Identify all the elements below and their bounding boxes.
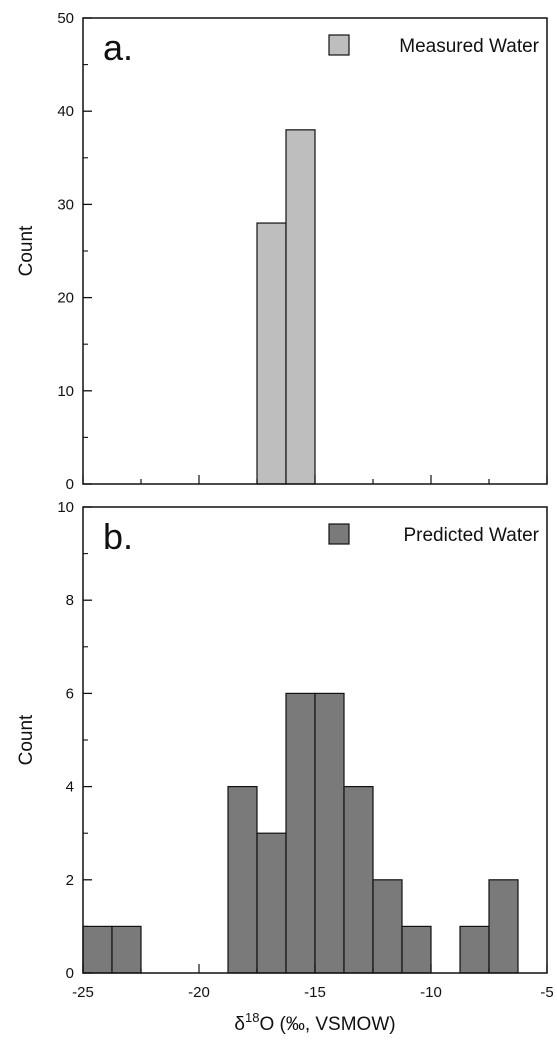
histogram-bar xyxy=(227,785,258,974)
y-tick-label: 4 xyxy=(66,779,74,796)
x-tick-label: -25 xyxy=(72,984,94,1001)
y-tick-label: 8 xyxy=(66,592,74,609)
x-axis-title: δ18O (‰, VSMOW) xyxy=(234,1010,395,1035)
legend-label: Predicted Water xyxy=(403,525,539,546)
y-tick-label: 6 xyxy=(66,685,74,702)
histogram-bar xyxy=(111,925,142,974)
histogram-bar xyxy=(256,222,287,485)
y-tick-label: 10 xyxy=(57,383,74,400)
histogram-bar xyxy=(314,692,345,974)
panel-label: a. xyxy=(103,27,133,68)
panel-a-measured-water: 0 10 20 30 40 50 Count a. Measured Water xyxy=(16,10,548,493)
y-axis-title: Count xyxy=(16,714,37,765)
y-tick-label: 20 xyxy=(57,290,74,307)
y-axis-title: Count xyxy=(16,225,37,276)
panel-b-predicted-water: 0 2 4 6 8 10 -25 -20 -15 -10 -5 Count b. Predicted Wa… xyxy=(16,499,554,1035)
legend-swatch xyxy=(328,34,350,56)
panel-label: b. xyxy=(103,516,133,557)
y-tick-label: 50 xyxy=(57,10,74,27)
histogram-bar xyxy=(343,785,374,974)
x-axis-title-superscript: 18 xyxy=(245,1010,259,1025)
histogram-bar xyxy=(372,879,403,974)
y-tick-label: 0 xyxy=(66,965,74,982)
x-axis-title-symbol: δ xyxy=(234,1014,245,1035)
histogram-bar xyxy=(459,925,490,974)
x-tick-label: -5 xyxy=(540,984,553,1001)
y-tick-label: 30 xyxy=(57,196,74,213)
y-tick-label: 40 xyxy=(57,103,74,120)
histogram-bar xyxy=(285,129,316,485)
y-tick-label: 0 xyxy=(66,476,74,493)
histogram-bar xyxy=(488,879,519,974)
x-axis-title-rest: O (‰, VSMOW) xyxy=(259,1014,395,1035)
legend-swatch xyxy=(328,523,350,545)
legend-label: Measured Water xyxy=(399,36,539,57)
y-tick-label: 10 xyxy=(57,499,74,516)
histogram-bar xyxy=(256,832,287,974)
x-tick-label: -10 xyxy=(420,984,442,1001)
x-tick-label: -15 xyxy=(304,984,326,1001)
histogram-bar xyxy=(401,925,432,974)
histogram-bar xyxy=(82,925,113,974)
histogram-bar xyxy=(285,692,316,974)
x-tick-label: -20 xyxy=(188,984,210,1001)
y-tick-label: 2 xyxy=(66,872,74,889)
